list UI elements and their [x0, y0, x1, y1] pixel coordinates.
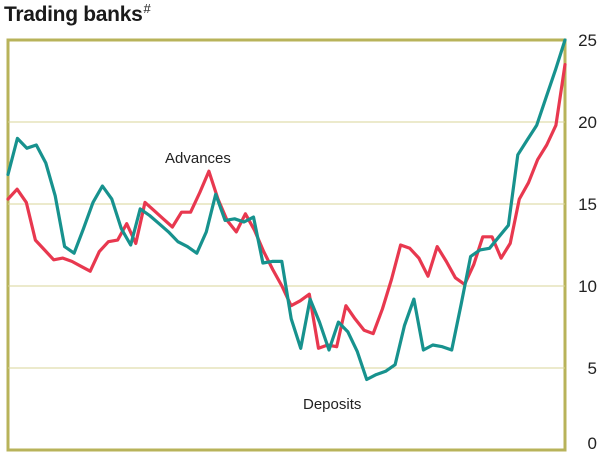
- series-lines: [6, 38, 567, 382]
- y-tick-label-20: 20: [578, 113, 597, 132]
- series-line-deposits: [6, 38, 567, 382]
- advances-annotation: Advances: [165, 150, 231, 167]
- y-tick-label-0: 0: [588, 434, 597, 453]
- y-axis-ticks: 0 5 10 15 20 25: [578, 31, 597, 453]
- chart-title: Trading banks#: [4, 1, 151, 26]
- y-tick-label-25: 25: [578, 31, 597, 50]
- deposits-annotation: Deposits: [303, 396, 361, 413]
- grid-lines: [8, 121, 565, 369]
- y-tick-label-5: 5: [588, 359, 597, 378]
- plot-frame: [6, 38, 567, 452]
- y-tick-label-10: 10: [578, 277, 597, 296]
- y-tick-label-15: 15: [578, 195, 597, 214]
